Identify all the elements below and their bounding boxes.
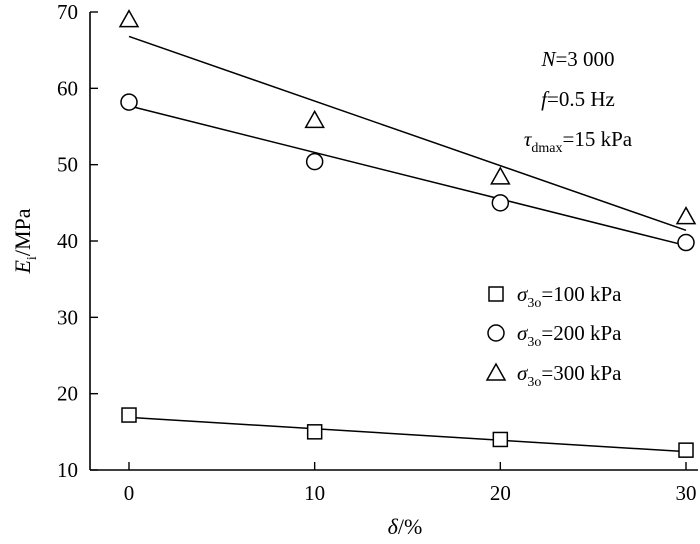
y-tick-label: 10 [57,458,78,482]
fit-line-series-2 [128,105,687,247]
legend-marker-1 [488,286,504,302]
data-point-series-3 [675,206,697,225]
y-tick-label: 40 [57,229,78,253]
x-tick-label: 20 [490,481,511,505]
data-point-series-3 [490,166,511,185]
data-point-series-1 [121,407,137,423]
y-tick-label: 60 [57,76,78,100]
data-point-series-3 [304,109,325,129]
data-point-series-1 [678,442,694,458]
data-point-series-2 [677,233,695,252]
y-tick-label: 70 [57,0,78,24]
x-tick-label: 10 [304,481,325,505]
data-point-series-2 [305,152,324,171]
y-tick-label: 20 [57,382,78,406]
annotations-layer: N=3 000 f=0.5 Hz τdmax=15 kPa [524,47,633,156]
annotation-tau: τdmax=15 kPa [524,127,633,156]
fit-line-series-3 [128,35,687,232]
markers-layer [118,9,697,458]
y-tick-label: 50 [57,153,78,177]
legend-marker-3 [485,362,507,381]
annotation-f: f=0.5 Hz [541,87,615,111]
legend-marker-2 [487,324,505,342]
data-point-series-2 [120,93,138,111]
y-axis-title: Ei/MPa [10,208,40,274]
fit-lines-layer [128,35,687,453]
data-point-series-3 [118,9,140,28]
legend-label-1: σ3o=100 kPa [517,282,622,311]
x-tick-label: 0 [124,481,135,505]
y-tick-label: 30 [57,305,78,329]
data-point-series-1 [306,424,323,440]
axes-layer: 10 20 30 40 50 60 70 0 10 20 30 δ/% Ei/MPa [10,0,698,539]
data-point-series-2 [491,194,510,212]
x-tick-label: 30 [676,481,697,505]
legend-layer: σ3o=100 kPa σ3o=200 kPa σ3o=300 kPa [485,282,622,390]
fit-line-series-1 [128,416,687,453]
x-axis-title: δ/% [388,514,423,539]
legend-label-2: σ3o=200 kPa [517,321,622,350]
legend-label-3: σ3o=300 kPa [517,361,622,390]
data-point-series-1 [492,431,509,448]
annotation-n: N=3 000 [540,47,614,71]
